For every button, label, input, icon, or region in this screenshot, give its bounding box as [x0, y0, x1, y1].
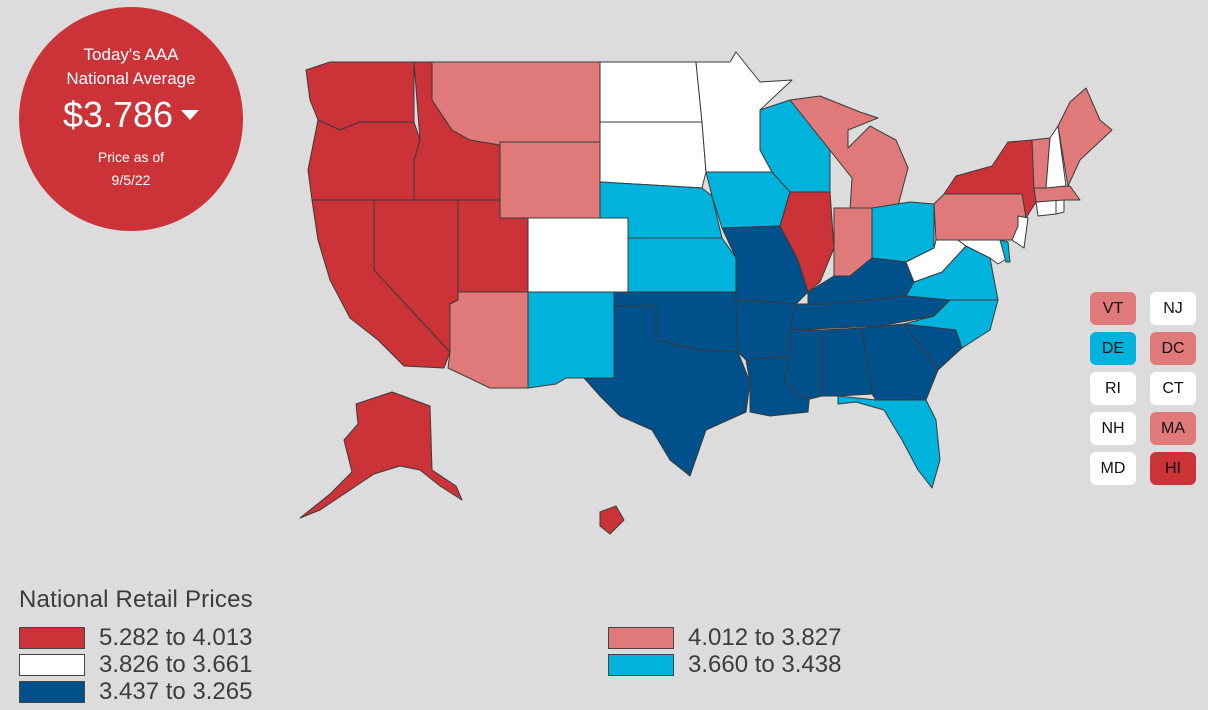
state-FL[interactable]: [837, 395, 941, 489]
legend-swatch: [19, 681, 85, 703]
state-TX[interactable]: [565, 305, 751, 477]
state-AZ[interactable]: [447, 291, 529, 389]
state-OR[interactable]: [307, 119, 421, 201]
state-AR[interactable]: [735, 299, 797, 361]
legend-swatch: [608, 627, 674, 649]
badge-title-line1: Today's AAA: [83, 45, 179, 64]
state-SD[interactable]: [599, 121, 707, 189]
national-average-badge: Today's AAA National Average $3.786 Pric…: [19, 7, 243, 231]
small-state-CT[interactable]: CT: [1150, 372, 1196, 405]
state-ME[interactable]: [1057, 87, 1113, 187]
small-state-DC[interactable]: DC: [1150, 332, 1196, 365]
legend-label: 3.660 to 3.438: [688, 651, 842, 678]
small-state-NJ[interactable]: NJ: [1150, 292, 1196, 325]
state-ND[interactable]: [599, 61, 703, 123]
legend-item: 5.282 to 4.013: [19, 624, 253, 651]
badge-title: Today's AAA National Average: [19, 43, 243, 91]
state-WA[interactable]: [305, 61, 415, 131]
state-WY[interactable]: [499, 141, 601, 219]
state-DE[interactable]: [999, 239, 1011, 263]
small-state-MA[interactable]: MA: [1150, 412, 1196, 445]
legend-swatch: [608, 654, 674, 676]
trend-down-icon: [181, 110, 200, 121]
state-KS[interactable]: [627, 237, 737, 293]
state-NH[interactable]: [1045, 125, 1067, 189]
legend-label: 3.826 to 3.661: [99, 651, 253, 678]
small-state-VT[interactable]: VT: [1090, 292, 1136, 325]
legend-item: 3.660 to 3.438: [608, 651, 842, 678]
small-state-MD[interactable]: MD: [1090, 452, 1136, 485]
state-NJ[interactable]: [1011, 215, 1029, 249]
legend-item: 3.826 to 3.661: [19, 651, 253, 678]
legend-title: National Retail Prices: [19, 586, 253, 613]
state-IL[interactable]: [779, 191, 835, 293]
state-CT[interactable]: [1035, 199, 1057, 217]
legend-label: 4.012 to 3.827: [688, 624, 842, 651]
legend-swatch: [19, 654, 85, 676]
state-MT[interactable]: [431, 61, 601, 146]
asof-date: 9/5/22: [111, 172, 151, 188]
small-state-NH[interactable]: NH: [1090, 412, 1136, 445]
national-average-price: $3.786: [19, 95, 243, 135]
legend-label: 3.437 to 3.265: [99, 678, 253, 705]
price-date: Price as of 9/5/22: [19, 146, 243, 192]
state-NM[interactable]: [527, 291, 615, 389]
asof-label: Price as of: [97, 149, 165, 165]
price-value: $3.786: [62, 94, 174, 135]
state-PA[interactable]: [933, 193, 1029, 241]
small-state-RI[interactable]: RI: [1090, 372, 1136, 405]
badge-title-line2: National Average: [66, 69, 196, 88]
state-CO[interactable]: [527, 217, 629, 293]
state-IA[interactable]: [705, 171, 791, 229]
legend-label: 5.282 to 4.013: [99, 624, 253, 651]
state-AK[interactable]: [299, 391, 463, 519]
legend-item: 3.437 to 3.265: [19, 678, 253, 705]
legend-item: 4.012 to 3.827: [608, 624, 842, 651]
small-state-DE[interactable]: DE: [1090, 332, 1136, 365]
small-state-HI[interactable]: HI: [1150, 452, 1196, 485]
state-AL[interactable]: [821, 327, 873, 397]
legend-swatch: [19, 627, 85, 649]
state-HI[interactable]: [599, 505, 625, 535]
state-RI[interactable]: [1055, 199, 1065, 215]
state-MI[interactable]: [789, 95, 909, 211]
